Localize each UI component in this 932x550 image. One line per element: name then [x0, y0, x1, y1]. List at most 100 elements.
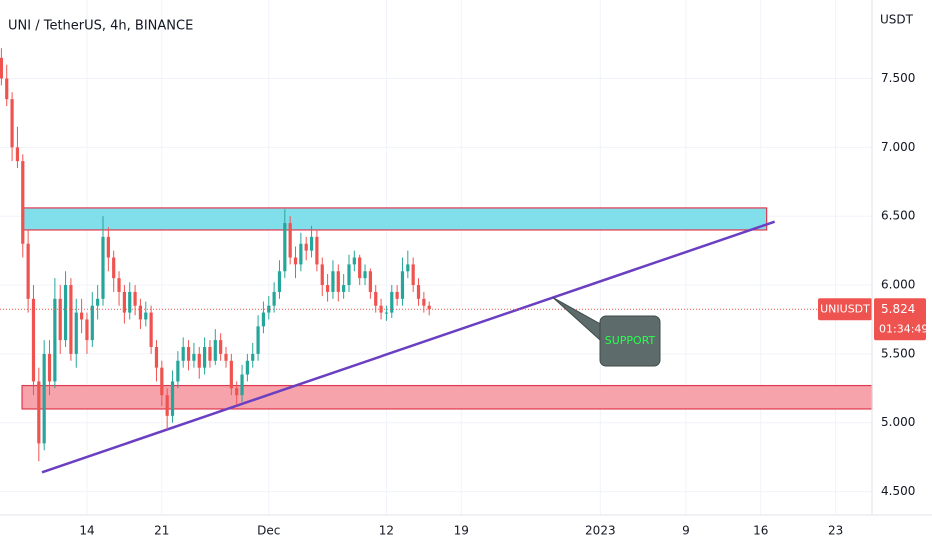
price-tag	[874, 298, 926, 341]
candle-body	[117, 278, 121, 292]
candle-body	[176, 360, 180, 382]
candle-body	[160, 367, 164, 396]
candle-body	[352, 257, 356, 265]
candle-body	[53, 298, 57, 382]
candle-body	[197, 353, 201, 368]
trendline	[41, 220, 776, 474]
x-tick-label: 12	[379, 524, 394, 538]
candle-body	[5, 78, 9, 100]
y-tick-label: 7.500	[881, 71, 915, 85]
symbol-tag-text: UNIUSDT	[820, 302, 870, 315]
candle-body	[122, 291, 126, 313]
candle-body	[31, 298, 36, 382]
candle-body	[368, 271, 372, 292]
candle-body	[37, 381, 41, 444]
candle-body	[63, 285, 68, 341]
countdown-text: 01:34:49	[879, 322, 928, 335]
candle-body	[219, 340, 223, 354]
candle-body	[128, 291, 132, 313]
candle-body	[170, 381, 175, 416]
drawings	[21, 207, 873, 474]
candle-body	[15, 147, 20, 162]
callout-text: SUPPORT	[605, 334, 656, 347]
x-tick-label: 23	[828, 524, 843, 538]
candle-body	[235, 388, 239, 396]
candle-body	[144, 312, 148, 320]
y-tick-label: 7.000	[881, 140, 915, 154]
candle-body	[416, 285, 421, 299]
candle-body	[224, 353, 228, 361]
candle-body	[422, 298, 426, 306]
candle-body	[106, 236, 110, 258]
candle-body	[390, 291, 394, 313]
candle-body	[267, 305, 271, 313]
candle-body	[251, 353, 255, 361]
candle-body	[358, 257, 362, 279]
candle-body	[112, 257, 116, 279]
zone	[21, 207, 768, 231]
candle-body	[192, 353, 196, 361]
candle-body	[47, 353, 52, 382]
candle-body	[0, 57, 3, 79]
candle-body	[325, 285, 330, 292]
candle-body	[90, 305, 94, 341]
candle-body	[208, 347, 212, 361]
candle-body	[181, 347, 185, 361]
candle-body	[406, 264, 410, 272]
callout-box	[599, 315, 661, 367]
y-tick-label: 6.500	[881, 209, 915, 223]
x-tick-label: 9	[682, 524, 690, 538]
y-tick-label: 5.000	[881, 415, 915, 429]
candle-body	[10, 99, 14, 148]
candle-body	[374, 291, 378, 306]
symbol-tag	[818, 298, 872, 321]
candle-body	[229, 360, 233, 389]
x-tick-label: 19	[454, 524, 469, 538]
candle-body	[288, 223, 292, 258]
candle-body	[272, 291, 276, 306]
candle-body	[240, 374, 244, 396]
y-tick-label: 4.500	[881, 484, 915, 498]
candle-body	[384, 312, 389, 314]
candle-body	[309, 236, 314, 251]
candle-body	[74, 312, 78, 354]
overlay: UNIUSDT 5.824 01:34:49 SUPPORT	[0, 296, 928, 367]
candle-body	[80, 312, 84, 320]
candle-body	[320, 264, 324, 286]
x-tick-label: 2023	[585, 524, 616, 538]
candle-body	[213, 340, 217, 361]
candle-body	[245, 360, 249, 375]
candle-body	[101, 236, 105, 299]
zone	[21, 384, 873, 410]
candles	[0, 48, 431, 462]
candle-body	[427, 305, 431, 310]
candle-body	[304, 243, 308, 251]
candle-body	[347, 264, 351, 286]
candle-body	[149, 312, 153, 348]
candle-body	[336, 271, 340, 292]
candle-body	[261, 312, 266, 327]
candle-body	[400, 271, 405, 299]
y-tick-label: 5.500	[881, 346, 915, 360]
candle-body	[133, 291, 137, 306]
candle-body	[395, 291, 399, 299]
candle-body	[283, 223, 287, 272]
candle-body	[411, 264, 415, 286]
candle-body	[96, 298, 100, 306]
x-tick-label: 16	[753, 524, 768, 538]
candle-body	[342, 285, 346, 292]
candle-body	[154, 347, 159, 368]
candle-body	[26, 243, 30, 299]
price-tag-text: 5.824	[881, 302, 915, 316]
candle-body	[299, 243, 303, 265]
chart-title: UNI / TetherUS, 4h, BINANCE	[8, 19, 193, 34]
x-tick-label: 21	[154, 524, 169, 538]
candle-body	[21, 161, 25, 244]
candle-body	[42, 353, 46, 444]
x-tick-label: 14	[79, 524, 94, 538]
y-tick-label: 6.000	[881, 278, 915, 292]
candle-body	[363, 271, 367, 279]
candle-body	[138, 305, 143, 320]
